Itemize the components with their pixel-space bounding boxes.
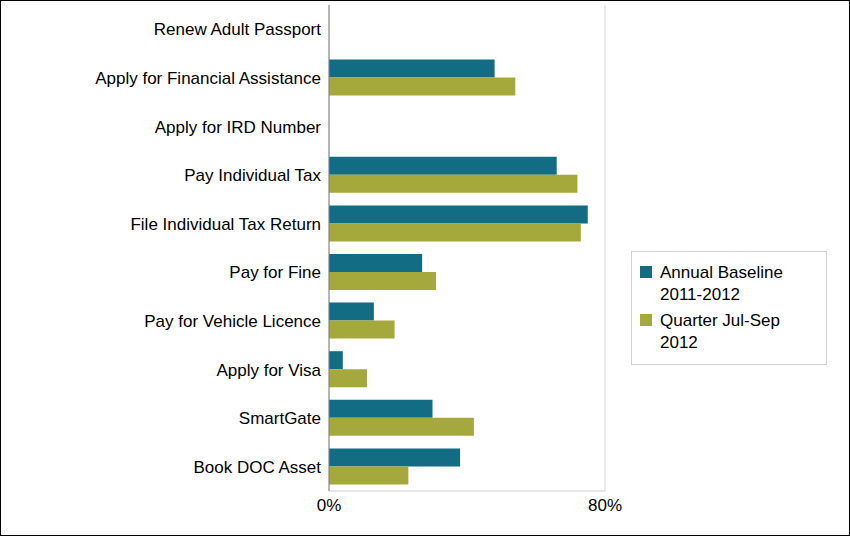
svg-text:Apply for IRD Number: Apply for IRD Number xyxy=(155,118,322,137)
svg-text:SmartGate: SmartGate xyxy=(239,409,321,428)
svg-text:Apply for Visa: Apply for Visa xyxy=(216,361,321,380)
svg-text:Apply for Financial Assistance: Apply for Financial Assistance xyxy=(95,69,321,88)
svg-text:Pay for Vehicle Licence: Pay for Vehicle Licence xyxy=(144,312,321,331)
svg-text:Renew Adult Passport: Renew Adult Passport xyxy=(154,20,322,39)
html-text:Annual Baseline 2011-2012: Annual Baseline 2011-2012 xyxy=(660,263,783,304)
svg-text:Pay Individual Tax: Pay Individual Tax xyxy=(184,166,321,185)
svg-text:Pay for Fine: Pay for Fine xyxy=(229,263,321,282)
html-text:Quarter Jul-Sep 2012: Quarter Jul-Sep 2012 xyxy=(660,311,780,352)
svg-text:Book DOC Asset: Book DOC Asset xyxy=(193,458,321,477)
svg-text:File Individual Tax Return: File Individual Tax Return xyxy=(130,215,321,234)
svg-text:80%: 80% xyxy=(588,496,622,515)
svg-text:0%: 0% xyxy=(317,496,342,515)
